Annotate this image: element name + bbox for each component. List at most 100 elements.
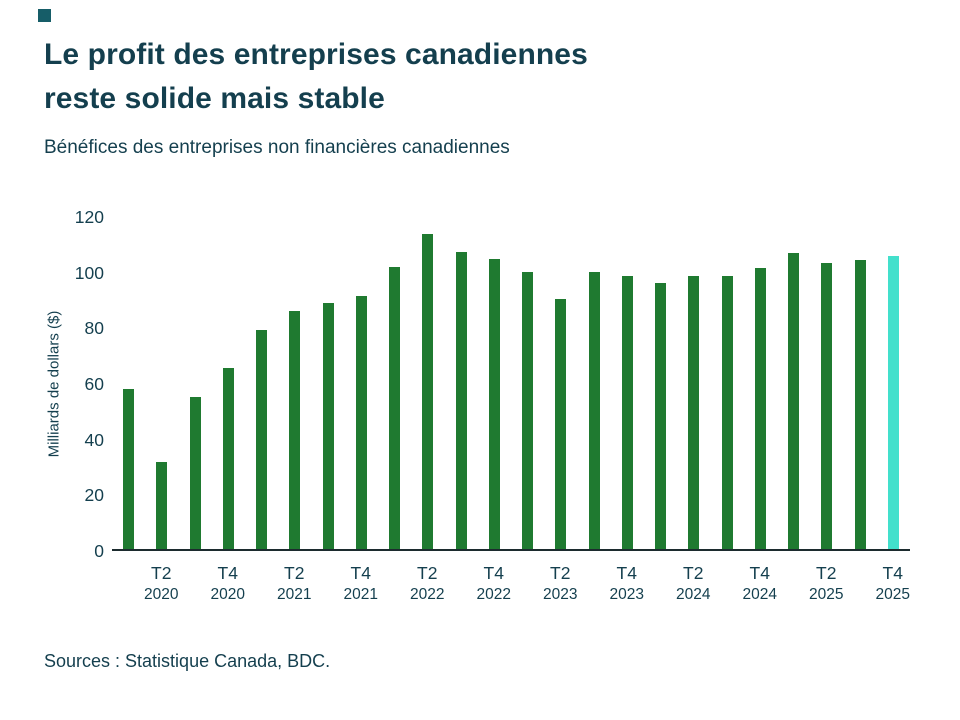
- x-tick-slot: T2 2023: [543, 562, 577, 604]
- x-tick-slot: T4 2021: [344, 562, 378, 604]
- x-tick-slot: [511, 562, 543, 604]
- x-tick-quarter: T4: [350, 563, 371, 583]
- bar-t3-2023: [588, 272, 600, 549]
- x-tick-slot: [777, 562, 809, 604]
- x-tick-quarter: T4: [616, 563, 637, 583]
- bar-slot: [844, 217, 877, 549]
- bar-slot: [611, 217, 644, 549]
- bar-t2-2023: [555, 298, 567, 549]
- bar-slot: [145, 217, 178, 549]
- x-tick-year: 2020: [144, 586, 179, 603]
- x-tick-quarter: T4: [483, 563, 504, 583]
- page-title: Le profit des entreprises canadiennes res…: [44, 33, 588, 121]
- bar-slot: [711, 217, 744, 549]
- x-tick-slot: T2 2020: [144, 562, 178, 604]
- bar-t2-2021: [289, 311, 301, 549]
- bar-t4-2023: [621, 276, 633, 549]
- bar-t4-2021: [355, 295, 367, 549]
- plot-area: [112, 217, 910, 551]
- x-tick-slot: [312, 562, 344, 604]
- y-tick-0: 0: [94, 541, 104, 561]
- y-tick-80: 80: [84, 318, 104, 339]
- x-tick-quarter: T2: [816, 563, 837, 583]
- x-tick-year: 2025: [875, 586, 910, 603]
- bar-t4-2020: [222, 367, 234, 549]
- bar-t3-2022: [455, 251, 467, 549]
- x-tick-quarter: T4: [217, 563, 238, 583]
- bar-slot: [411, 217, 444, 549]
- y-tick-100: 100: [74, 262, 104, 283]
- bar-t1-2022: [389, 266, 401, 549]
- x-tick-slot: [245, 562, 277, 604]
- bar-t2-2022: [422, 233, 434, 549]
- bar-slot: [644, 217, 677, 549]
- x-tick-year: 2023: [609, 586, 644, 603]
- bar-slot: [478, 217, 511, 549]
- bar-t2-2020: [156, 461, 168, 549]
- title-line-1: Le profit des entreprises canadiennes: [44, 38, 588, 71]
- x-tick-slot: [112, 562, 144, 604]
- bar-t4-2025: [887, 255, 899, 549]
- bar-t1-2023: [522, 272, 534, 549]
- bar-slot: [212, 217, 245, 549]
- bar-t1-2021: [256, 330, 268, 549]
- bar-slot: [578, 217, 611, 549]
- bar-slot: [445, 217, 478, 549]
- bar-t3-2024: [721, 276, 733, 549]
- x-tick-slot: T2 2022: [410, 562, 444, 604]
- x-tick-slot: T4 2022: [477, 562, 511, 604]
- bar-slot: [544, 217, 577, 549]
- x-tick-year: 2020: [210, 586, 245, 603]
- bar-t1-2025: [788, 252, 800, 549]
- x-tick-slot: [179, 562, 211, 604]
- bar-slot: [278, 217, 311, 549]
- bar-t2-2025: [821, 262, 833, 549]
- y-tick-60: 60: [84, 374, 104, 394]
- y-tick-120: 120: [74, 207, 104, 227]
- x-tick-slot: T4 2025: [876, 562, 910, 604]
- x-tick-quarter: T2: [417, 563, 438, 583]
- x-axis-ticks: T2 2020 T4 2020 T2 2021 T4 2021 T2 2022 T4 2022 T2 20…: [112, 562, 910, 604]
- x-tick-quarter: T2: [284, 563, 305, 583]
- y-axis-ticks: 0 20 40 60 80 100 120: [58, 207, 104, 561]
- title-line-2: reste solide mais stable: [44, 82, 385, 115]
- brand-logo: [38, 9, 51, 22]
- y-tick-20: 20: [84, 485, 104, 506]
- x-tick-slot: [844, 562, 876, 604]
- x-tick-slot: [711, 562, 743, 604]
- bar-slot: [112, 217, 145, 549]
- bar-t3-2020: [189, 396, 201, 549]
- bars-row: [112, 217, 910, 549]
- x-tick-quarter: T2: [683, 563, 704, 583]
- bar-t3-2021: [322, 302, 334, 549]
- source-note: Sources : Statistique Canada, BDC.: [44, 651, 331, 671]
- x-tick-slot: [445, 562, 477, 604]
- x-tick-year: 2021: [343, 586, 378, 603]
- x-tick-slot: T4 2023: [610, 562, 644, 604]
- bar-t1-2024: [655, 283, 667, 549]
- bar-slot: [877, 217, 910, 549]
- x-tick-slot: T4 2020: [211, 562, 245, 604]
- chart-subtitle: Bénéfices des entreprises non financière…: [44, 137, 510, 158]
- x-tick-slot: T2 2021: [277, 562, 311, 604]
- bar-slot: [345, 217, 378, 549]
- bar-t4-2022: [488, 258, 500, 549]
- bar-t1-2020: [123, 388, 135, 549]
- bar-slot: [378, 217, 411, 549]
- x-tick-slot: T4 2024: [743, 562, 777, 604]
- bar-slot: [245, 217, 278, 549]
- x-tick-quarter: T4: [749, 563, 770, 583]
- x-tick-slot: [644, 562, 676, 604]
- bar-t2-2024: [688, 276, 700, 549]
- x-tick-year: 2022: [476, 586, 511, 603]
- x-tick-slot: [578, 562, 610, 604]
- x-tick-quarter: T2: [151, 563, 172, 583]
- bar-slot: [312, 217, 345, 549]
- y-tick-40: 40: [84, 429, 104, 450]
- x-tick-year: 2023: [543, 586, 578, 603]
- x-tick-year: 2024: [676, 586, 711, 603]
- x-tick-year: 2025: [809, 586, 844, 603]
- bar-slot: [744, 217, 777, 549]
